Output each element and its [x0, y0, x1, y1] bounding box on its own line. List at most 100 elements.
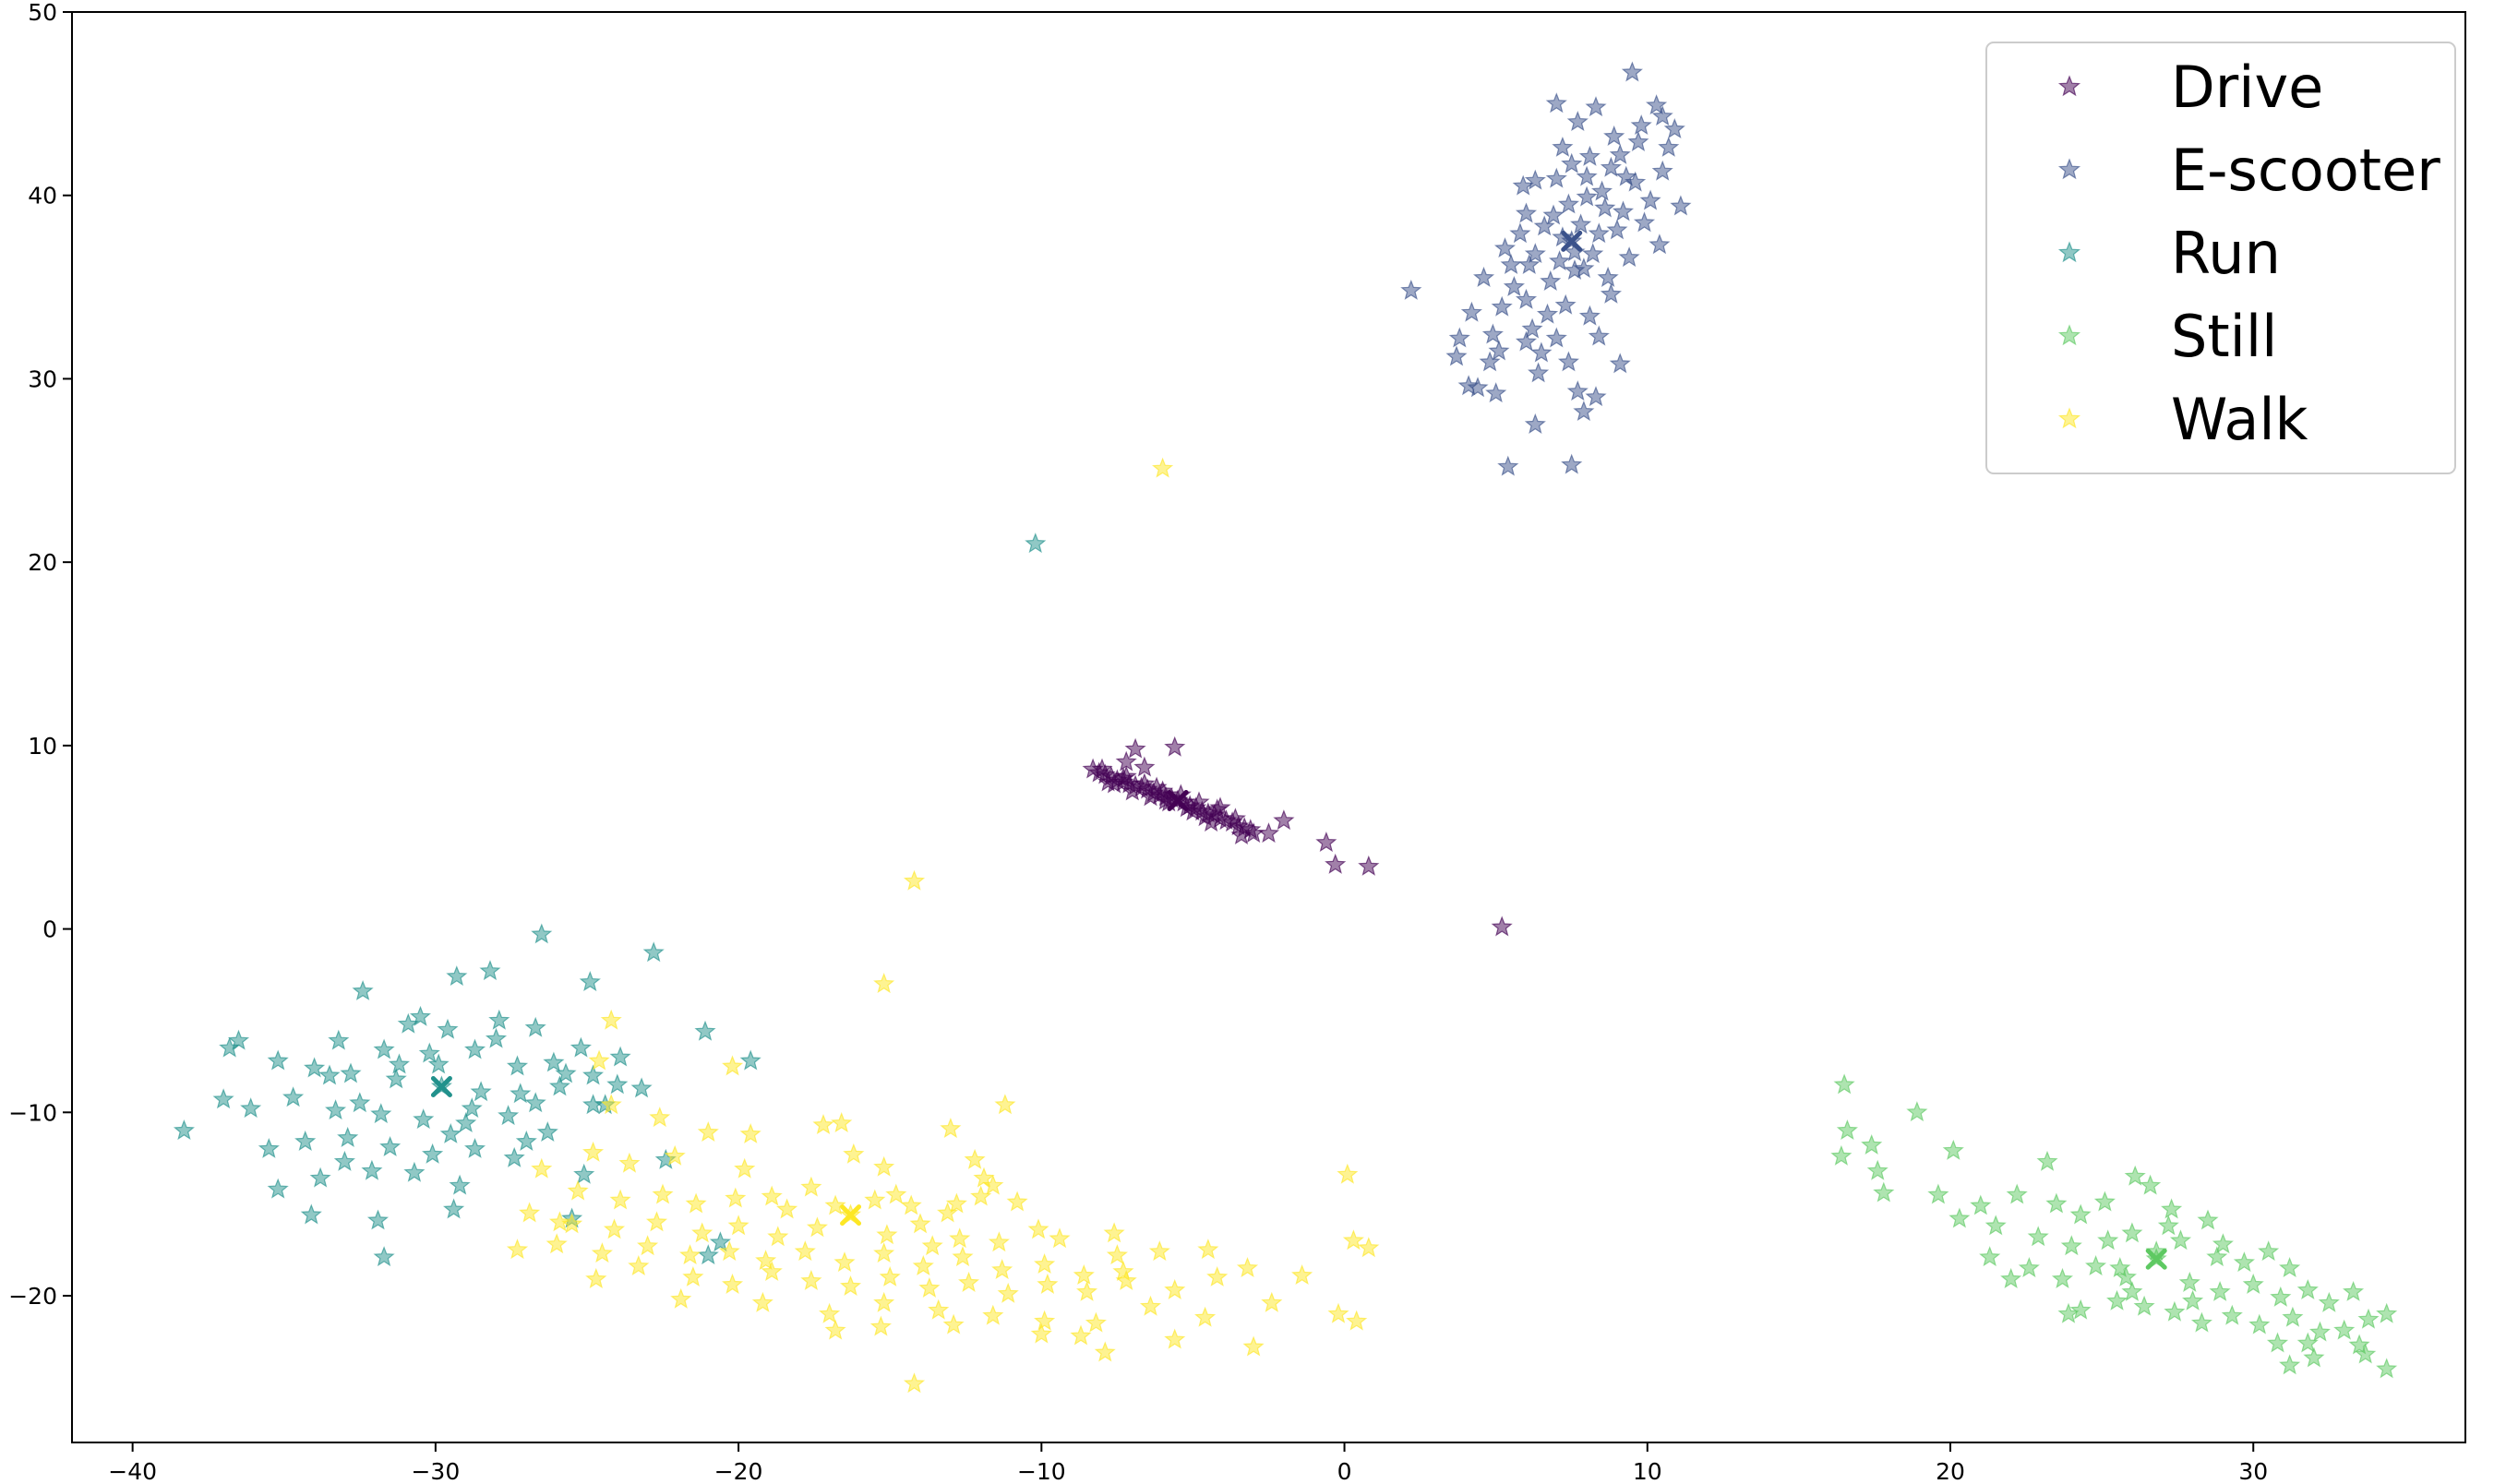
data-point	[2093, 1191, 2116, 1212]
data-point	[843, 1143, 865, 1164]
data-point	[1578, 145, 1601, 166]
data-point	[1927, 1183, 1949, 1204]
data-point	[1979, 1246, 2001, 1267]
data-point	[2197, 1209, 2219, 1230]
data-point	[1621, 61, 1643, 82]
data-point	[2057, 1302, 2080, 1323]
data-point	[876, 1224, 898, 1245]
data-point	[1557, 351, 1579, 372]
data-point	[1609, 143, 1631, 164]
data-point	[1139, 1295, 1162, 1316]
data-point	[1542, 204, 1565, 225]
data-point	[1524, 413, 1546, 434]
data-point	[1873, 1181, 1895, 1203]
data-point	[1615, 165, 1637, 186]
x-tick-label: 20	[1936, 1458, 1965, 1484]
data-point	[824, 1194, 846, 1215]
data-point	[573, 1163, 595, 1184]
data-point	[258, 1137, 280, 1158]
legend-marker-run	[2057, 241, 2081, 263]
data-point	[546, 1233, 568, 1254]
data-point	[1645, 94, 1668, 115]
data-point	[1358, 855, 1380, 876]
data-point	[1585, 96, 1607, 117]
data-point	[697, 1244, 719, 1265]
data-point	[1346, 1310, 1368, 1331]
data-point	[1591, 180, 1613, 201]
data-point	[642, 941, 665, 963]
data-point	[370, 1103, 392, 1124]
data-point	[1327, 1302, 1349, 1323]
data-point	[548, 1075, 570, 1096]
data-point	[1230, 824, 1253, 845]
data-point	[1291, 1264, 1313, 1286]
data-point	[1942, 1139, 1964, 1160]
data-point	[1606, 219, 1628, 240]
data-point	[1164, 1328, 1186, 1349]
data-point	[755, 1250, 777, 1271]
data-point	[973, 1167, 995, 1188]
data-point	[630, 1077, 653, 1098]
data-point	[1115, 1269, 1137, 1290]
data-point	[403, 1161, 426, 1182]
data-point	[685, 1192, 707, 1214]
data-point	[2296, 1278, 2319, 1299]
data-point	[1588, 325, 1610, 346]
data-point	[1576, 186, 1598, 207]
data-point	[524, 1016, 546, 1037]
data-point	[767, 1226, 789, 1247]
centroid-e-scooter-marker	[1561, 230, 1583, 252]
data-point	[1200, 811, 1222, 832]
data-point	[1400, 279, 1422, 300]
y-tick-label: 50	[28, 0, 57, 26]
data-point	[1566, 111, 1589, 132]
data-point	[873, 1155, 895, 1177]
data-point	[873, 1242, 895, 1263]
data-point	[1164, 1278, 1186, 1299]
legend-label-drive: Drive	[2171, 54, 2323, 121]
data-point	[1554, 293, 1577, 315]
x-tick-label: −20	[714, 1458, 763, 1484]
data-point	[2318, 1291, 2340, 1312]
data-point	[585, 1267, 607, 1288]
data-point	[697, 1121, 719, 1143]
data-point	[2376, 1302, 2398, 1323]
data-point	[1148, 1240, 1170, 1262]
data-point	[543, 1051, 565, 1072]
data-point	[1515, 330, 1538, 352]
data-point	[1493, 237, 1517, 258]
data-point	[1866, 1159, 1888, 1180]
data-point	[1491, 295, 1513, 317]
data-point	[1518, 254, 1541, 275]
data-point	[1448, 327, 1470, 348]
data-point	[461, 1097, 483, 1119]
data-point	[1197, 1239, 1219, 1260]
data-point	[903, 869, 926, 891]
data-point	[2209, 1280, 2231, 1301]
data-point	[903, 1372, 926, 1394]
data-point	[333, 1150, 355, 1171]
data-point	[1970, 1194, 1992, 1215]
data-point	[1497, 455, 1519, 476]
data-point	[2069, 1203, 2092, 1225]
data-point	[506, 1239, 529, 1260]
data-point	[918, 1276, 941, 1298]
data-point	[579, 971, 601, 992]
data-point	[1006, 1191, 1028, 1212]
data-point	[628, 1255, 650, 1276]
data-point	[1649, 233, 1671, 255]
data-point	[304, 1057, 326, 1078]
data-point	[1651, 105, 1673, 126]
data-point	[997, 1282, 1019, 1303]
data-point	[1325, 853, 1347, 874]
data-point	[1549, 250, 1571, 271]
data-point	[1578, 305, 1601, 326]
data-point	[734, 1157, 756, 1179]
data-point	[806, 1216, 828, 1238]
data-point	[751, 1291, 773, 1312]
data-point	[1133, 756, 1156, 777]
data-point	[1037, 1273, 1059, 1294]
series-still	[1830, 1073, 2398, 1379]
x-axis: −40 −30 −20 −10 0 10 20 30	[108, 1442, 2268, 1484]
data-point	[2212, 1233, 2234, 1254]
